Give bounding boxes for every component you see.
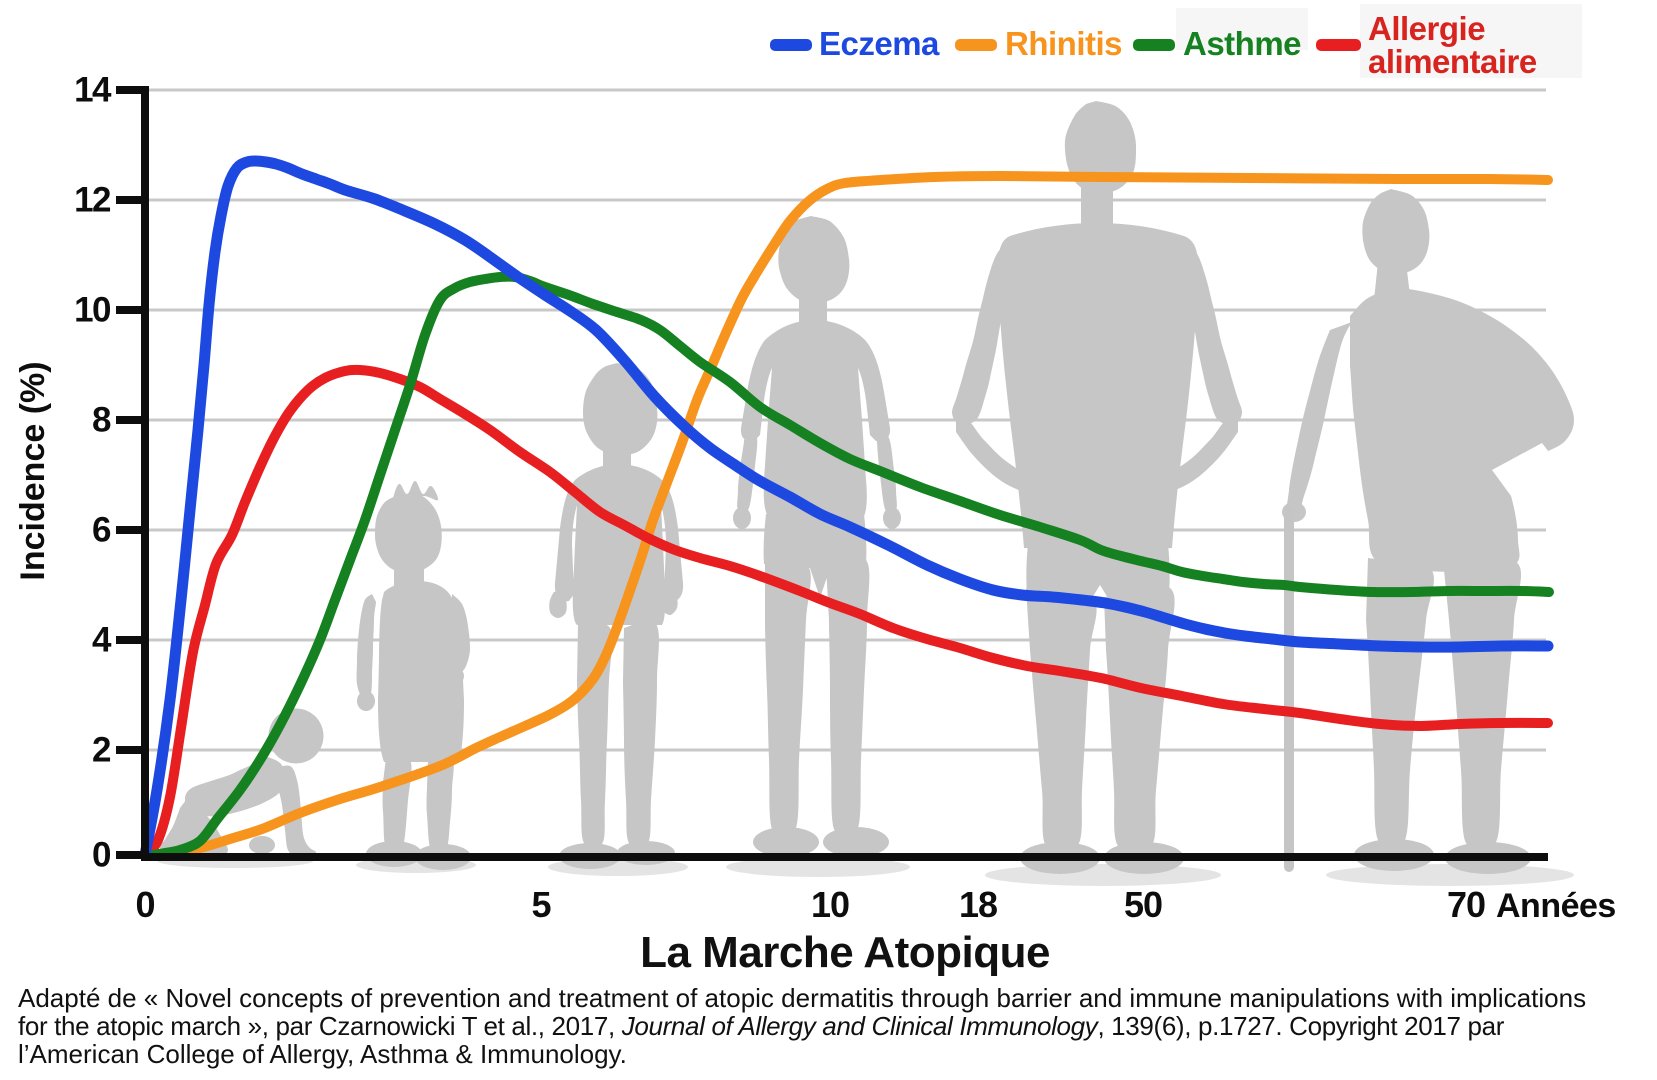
svg-text:4: 4 bbox=[92, 621, 112, 660]
svg-text:8: 8 bbox=[92, 401, 111, 440]
svg-text:Eczema: Eczema bbox=[819, 25, 940, 62]
svg-text:Années: Années bbox=[1496, 887, 1616, 925]
svg-text:10: 10 bbox=[74, 291, 111, 330]
svg-text:18: 18 bbox=[959, 884, 997, 925]
svg-text:10: 10 bbox=[811, 884, 849, 925]
svg-text:14: 14 bbox=[74, 71, 112, 110]
svg-text:2: 2 bbox=[92, 731, 111, 770]
svg-text:l’American College of Allergy,: l’American College of Allergy, Asthma & … bbox=[18, 1039, 627, 1069]
svg-text:Incidence (%): Incidence (%) bbox=[14, 361, 52, 580]
svg-text:70: 70 bbox=[1447, 884, 1485, 925]
svg-text:La Marche Atopique: La Marche Atopique bbox=[640, 928, 1050, 977]
svg-text:6: 6 bbox=[92, 511, 111, 550]
svg-text:12: 12 bbox=[74, 181, 111, 220]
svg-text:0: 0 bbox=[135, 884, 154, 925]
svg-text:5: 5 bbox=[531, 884, 551, 925]
svg-text:Allergie: Allergie bbox=[1368, 10, 1485, 47]
svg-text:Rhinitis: Rhinitis bbox=[1005, 25, 1122, 62]
svg-text:Asthme: Asthme bbox=[1183, 25, 1301, 62]
svg-text:for the atopic march », par Cz: for the atopic march », par Czarnowicki … bbox=[18, 1011, 1505, 1041]
svg-text:Adapté de « Novel concepts of: Adapté de « Novel concepts of prevention… bbox=[18, 983, 1586, 1013]
svg-text:50: 50 bbox=[1124, 884, 1162, 925]
svg-text:alimentaire: alimentaire bbox=[1368, 43, 1537, 80]
svg-text:0: 0 bbox=[92, 836, 111, 875]
